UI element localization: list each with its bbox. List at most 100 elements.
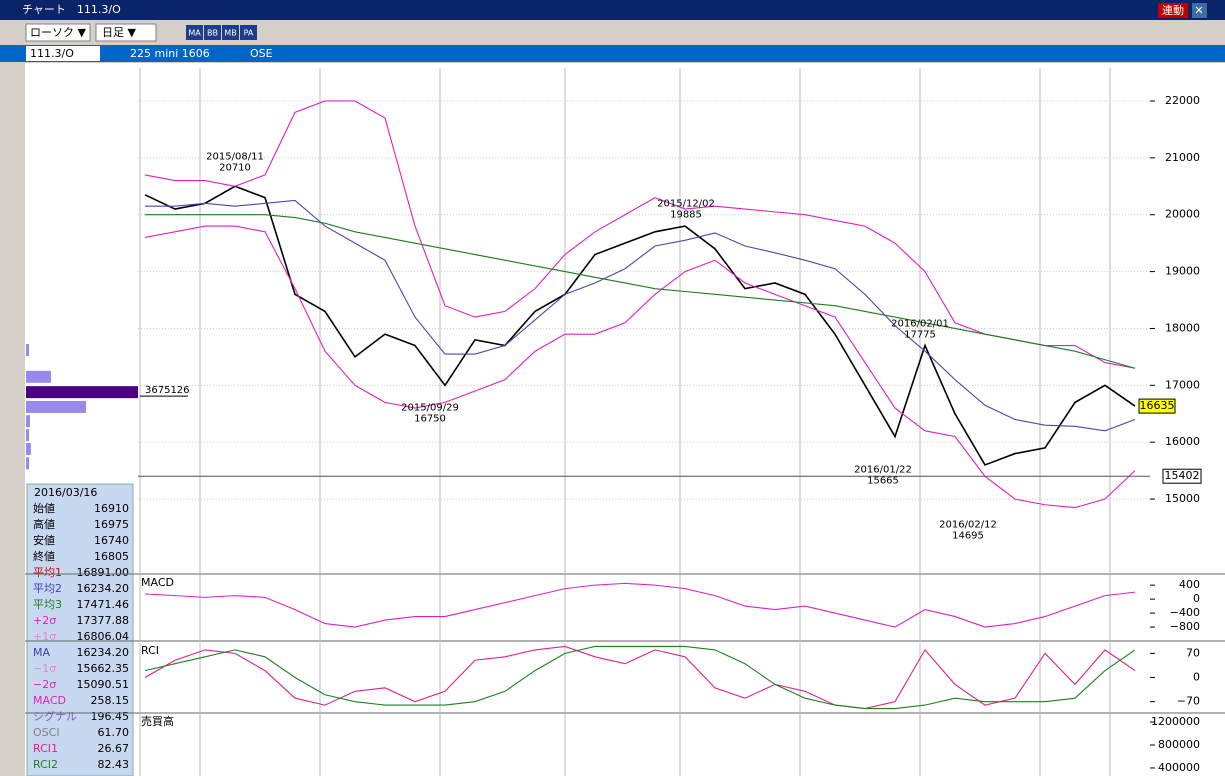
info-label: 終値 <box>33 549 55 563</box>
panel-title: 売買高 <box>141 714 174 728</box>
series-line <box>145 214 1136 369</box>
y-tick-label: 800000 <box>1158 738 1200 751</box>
series-line <box>144 645 1136 710</box>
tool-button[interactable] <box>240 25 257 40</box>
last-price-tag <box>1138 398 1176 414</box>
chart-type-label[interactable]: ローソク ▼ <box>30 26 86 39</box>
period-select[interactable] <box>95 23 157 42</box>
info-value: 82.43 <box>98 758 130 771</box>
annotation-date: 2015/12/02 <box>657 198 715 209</box>
annotation-date: 2016/01/22 <box>854 464 912 475</box>
y-tick-label: 22000 <box>1165 94 1200 107</box>
info-date: 2016/03/16 <box>34 486 97 499</box>
info-value: 16740 <box>94 534 129 547</box>
series-line <box>144 645 1136 710</box>
annotation-date: 2015/08/11 <box>206 151 264 162</box>
info-label: RCI1 <box>33 742 58 755</box>
tool-button[interactable] <box>222 25 239 40</box>
annotation-date: 2016/02/01 <box>891 318 949 329</box>
info-panel <box>26 483 134 776</box>
annotation-value: 14695 <box>952 530 984 541</box>
y-tick-label: 400000 <box>1158 761 1200 774</box>
y-tick-label: 19000 <box>1165 265 1200 278</box>
series-line <box>145 199 1136 432</box>
info-label: 平均1 <box>33 566 62 579</box>
info-value: 196.45 <box>91 710 130 723</box>
y-tick-label: 21000 <box>1165 151 1200 164</box>
info-label: MA <box>33 646 50 659</box>
info-value: 26.67 <box>98 742 130 755</box>
volume-profile-label: 3675126 <box>145 385 190 396</box>
symbol-bar <box>0 45 1225 62</box>
info-label: 高値 <box>33 517 55 531</box>
info-value: 17471.46 <box>77 598 130 611</box>
tool-button[interactable] <box>186 25 203 40</box>
tool-label: MB <box>224 29 236 38</box>
volume-profile-bar <box>26 400 87 413</box>
volume-profile-bar <box>26 386 138 399</box>
window-title: チャート 111.3/O <box>22 3 121 16</box>
info-label: シグナル <box>33 709 77 723</box>
tool-label: PA <box>244 29 254 38</box>
info-label: +2σ <box>33 614 56 627</box>
y-tick-label: 20000 <box>1165 208 1200 221</box>
series-line <box>144 185 1136 466</box>
info-value: 16234.20 <box>77 646 130 659</box>
info-value: 16891.00 <box>77 566 130 579</box>
info-label: 始値 <box>33 501 55 515</box>
title-bar <box>0 0 1225 20</box>
symbol-code-box <box>26 46 100 61</box>
info-value: 16806.04 <box>77 630 130 643</box>
close-button[interactable] <box>1192 3 1207 18</box>
info-value: 15662.35 <box>77 662 130 675</box>
annotation-value: 15665 <box>867 475 899 486</box>
volume-profile-bar <box>26 344 30 357</box>
chart-type-select[interactable] <box>25 23 91 42</box>
volume-profile-bar <box>26 429 30 442</box>
symbol-code: 111.3/O <box>30 47 74 60</box>
info-value: 16805 <box>94 550 129 563</box>
y-tick-label: −800 <box>1170 620 1200 633</box>
info-label: MACD <box>33 694 66 707</box>
panel-title: RCI <box>141 644 159 657</box>
symbol-name: 225 mini 1606 <box>130 47 210 60</box>
volume-profile-bar <box>26 370 51 383</box>
y-tick-label: 16000 <box>1165 435 1200 448</box>
period-label[interactable]: 日足 ▼ <box>102 26 136 39</box>
info-value: 17377.88 <box>77 614 130 627</box>
tool-button[interactable] <box>204 25 221 40</box>
annotation-value: 20710 <box>219 162 251 173</box>
y-tick-label: 0 <box>1193 671 1200 684</box>
reference-tag <box>1162 468 1202 484</box>
close-icon[interactable]: ✕ <box>1194 4 1203 17</box>
volume-profile-bar <box>26 443 31 456</box>
y-tick-label: 17000 <box>1165 378 1200 391</box>
annotation-value: 16750 <box>414 414 446 425</box>
exchange: OSE <box>250 47 273 60</box>
link-button[interactable] <box>1158 3 1188 18</box>
series-line <box>144 100 1136 369</box>
series-line <box>144 582 1136 628</box>
series-line <box>144 225 1136 509</box>
info-label: −2σ <box>33 678 56 691</box>
annotation-value: 17775 <box>904 329 936 340</box>
y-tick-label: −70 <box>1177 695 1200 708</box>
info-label: 平均3 <box>33 598 62 611</box>
y-tick-label: 400 <box>1179 578 1200 591</box>
link-button-label[interactable]: 連動 <box>1162 3 1184 17</box>
tool-label: MA <box>188 29 201 38</box>
info-value: 16234.20 <box>77 582 130 595</box>
info-value: 16975 <box>94 518 129 531</box>
info-value: 15090.51 <box>77 678 130 691</box>
tool-label: BB <box>207 29 218 38</box>
y-tick-label: 70 <box>1186 646 1200 659</box>
last-price-label: 16635 <box>1140 399 1175 412</box>
info-label: RCI2 <box>33 758 58 771</box>
info-value: 61.70 <box>98 726 130 739</box>
info-value: 258.15 <box>91 694 130 707</box>
toolbar <box>0 20 1225 44</box>
y-tick-label: 1200000 <box>1151 715 1200 728</box>
annotation-value: 19885 <box>670 209 702 220</box>
volume-profile-bar <box>26 415 30 428</box>
